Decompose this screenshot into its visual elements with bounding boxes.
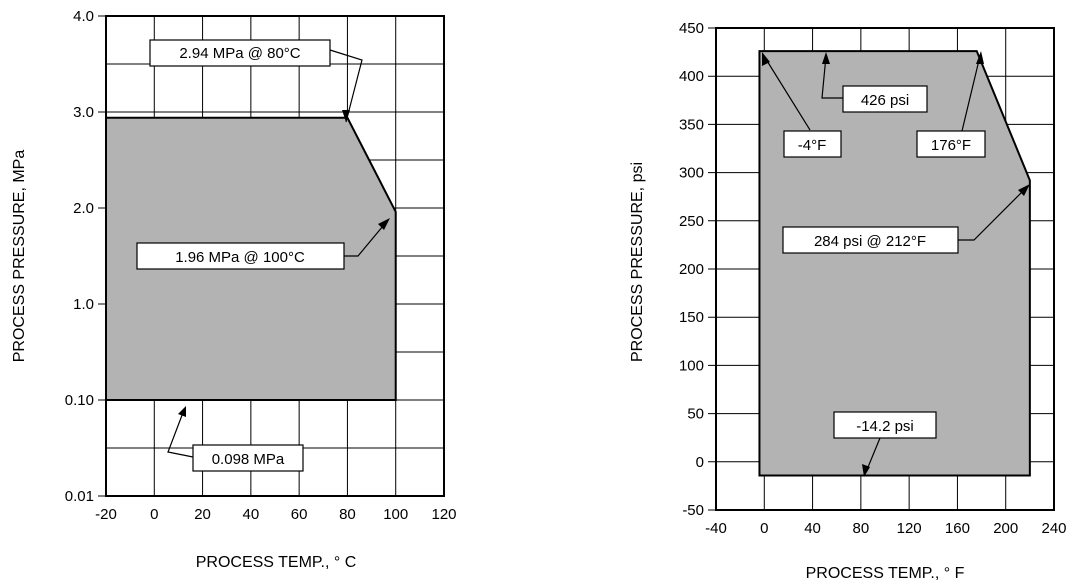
right-annotation-176F: 176°F (916, 51, 986, 158)
y-tick-label: 50 (687, 406, 704, 423)
x-tick-label: 40 (243, 506, 260, 523)
x-tick-label: 240 (1041, 520, 1066, 537)
annotation-label: 0.098 MPa (212, 451, 285, 468)
x-tick-label: 100 (383, 506, 408, 523)
left-annotation-294: 2.94 MPa @ 80°C (149, 39, 363, 123)
annotation-label: 176°F (931, 137, 971, 154)
y-tick-label: 300 (679, 165, 704, 182)
y-tick-label: 100 (679, 357, 704, 374)
x-tick-label: 200 (993, 520, 1018, 537)
left-annotation-196: 1.96 MPa @ 100°C (136, 218, 390, 270)
y-tick-label: 250 (679, 213, 704, 230)
y-tick-label: 1.0 (73, 296, 94, 313)
right-y-axis-label: PROCESS PRESSURE, psi (629, 162, 646, 362)
right-annotation-284psi: 284 psi @ 212°F (782, 184, 1030, 254)
x-tick-label: 20 (194, 506, 211, 523)
x-tick-label: 0 (150, 506, 158, 523)
left-plot-frame (105, 15, 445, 497)
x-tick-label: 160 (945, 520, 970, 537)
x-tick-label: 120 (431, 506, 456, 523)
right-annotation-426psi: 426 psi (821, 52, 928, 113)
y-tick-label: 350 (679, 116, 704, 133)
y-tick-label: 150 (679, 309, 704, 326)
left-x-tick-labels: -20 0 20 40 60 80 100 120 (95, 506, 456, 523)
left-annotation-0098: 0.098 MPa (167, 406, 304, 472)
right-y-tick-labels: -50 0 50 100 150 200 250 300 350 400 450 (679, 20, 704, 519)
y-tick-label: 4.0 (73, 8, 94, 25)
x-tick-label: 60 (291, 506, 308, 523)
y-tick-label: 450 (679, 20, 704, 37)
chart-left: -20 0 20 40 60 80 100 120 0.010.101.02.03.04.0 … (11, 8, 457, 571)
annotation-label: -14.2 psi (856, 418, 914, 435)
chart-right: -40 0 40 80 120 160 200 240 -50 0 50 100 150 200 250 3… (629, 20, 1067, 582)
right-x-tick-labels: -40 0 40 80 120 160 200 240 (705, 520, 1066, 537)
annotation-label: 284 psi @ 212°F (814, 233, 926, 250)
x-tick-label: 120 (897, 520, 922, 537)
x-tick-label: 0 (760, 520, 768, 537)
x-tick-label: 40 (804, 520, 821, 537)
x-tick-label: -40 (705, 520, 727, 537)
right-annotation-minus4F: -4°F (762, 52, 842, 158)
y-tick-label: 0 (696, 454, 704, 471)
y-tick-label: 0.10 (65, 392, 94, 409)
annotation-label: 426 psi (861, 92, 909, 109)
annotation-label: -4°F (798, 137, 827, 154)
left-y-axis-label: PROCESS PRESSURE, MPa (11, 150, 28, 363)
annotation-label: 2.94 MPa @ 80°C (179, 45, 300, 62)
left-y-tick-labels: 0.01 0.10 1.0 2.0 3.0 4.0 (65, 8, 94, 505)
right-annotation-minus142psi: -14.2 psi (833, 411, 937, 477)
x-tick-label: -20 (95, 506, 117, 523)
x-tick-label: 80 (339, 506, 356, 523)
right-plot-frame (715, 27, 1055, 511)
annotation-label: 1.96 MPa @ 100°C (175, 249, 305, 266)
y-tick-label: 0.01 (65, 488, 94, 505)
y-tick-label: -50 (682, 502, 704, 519)
left-x-axis-label: PROCESS TEMP., ° C (196, 554, 357, 571)
right-x-axis-label: PROCESS TEMP., ° F (806, 565, 965, 582)
x-tick-label: 80 (853, 520, 870, 537)
y-tick-label: 3.0 (73, 104, 94, 121)
y-tick-label: 200 (679, 261, 704, 278)
y-tick-label: 400 (679, 68, 704, 85)
y-tick-label: 2.0 (73, 200, 94, 217)
